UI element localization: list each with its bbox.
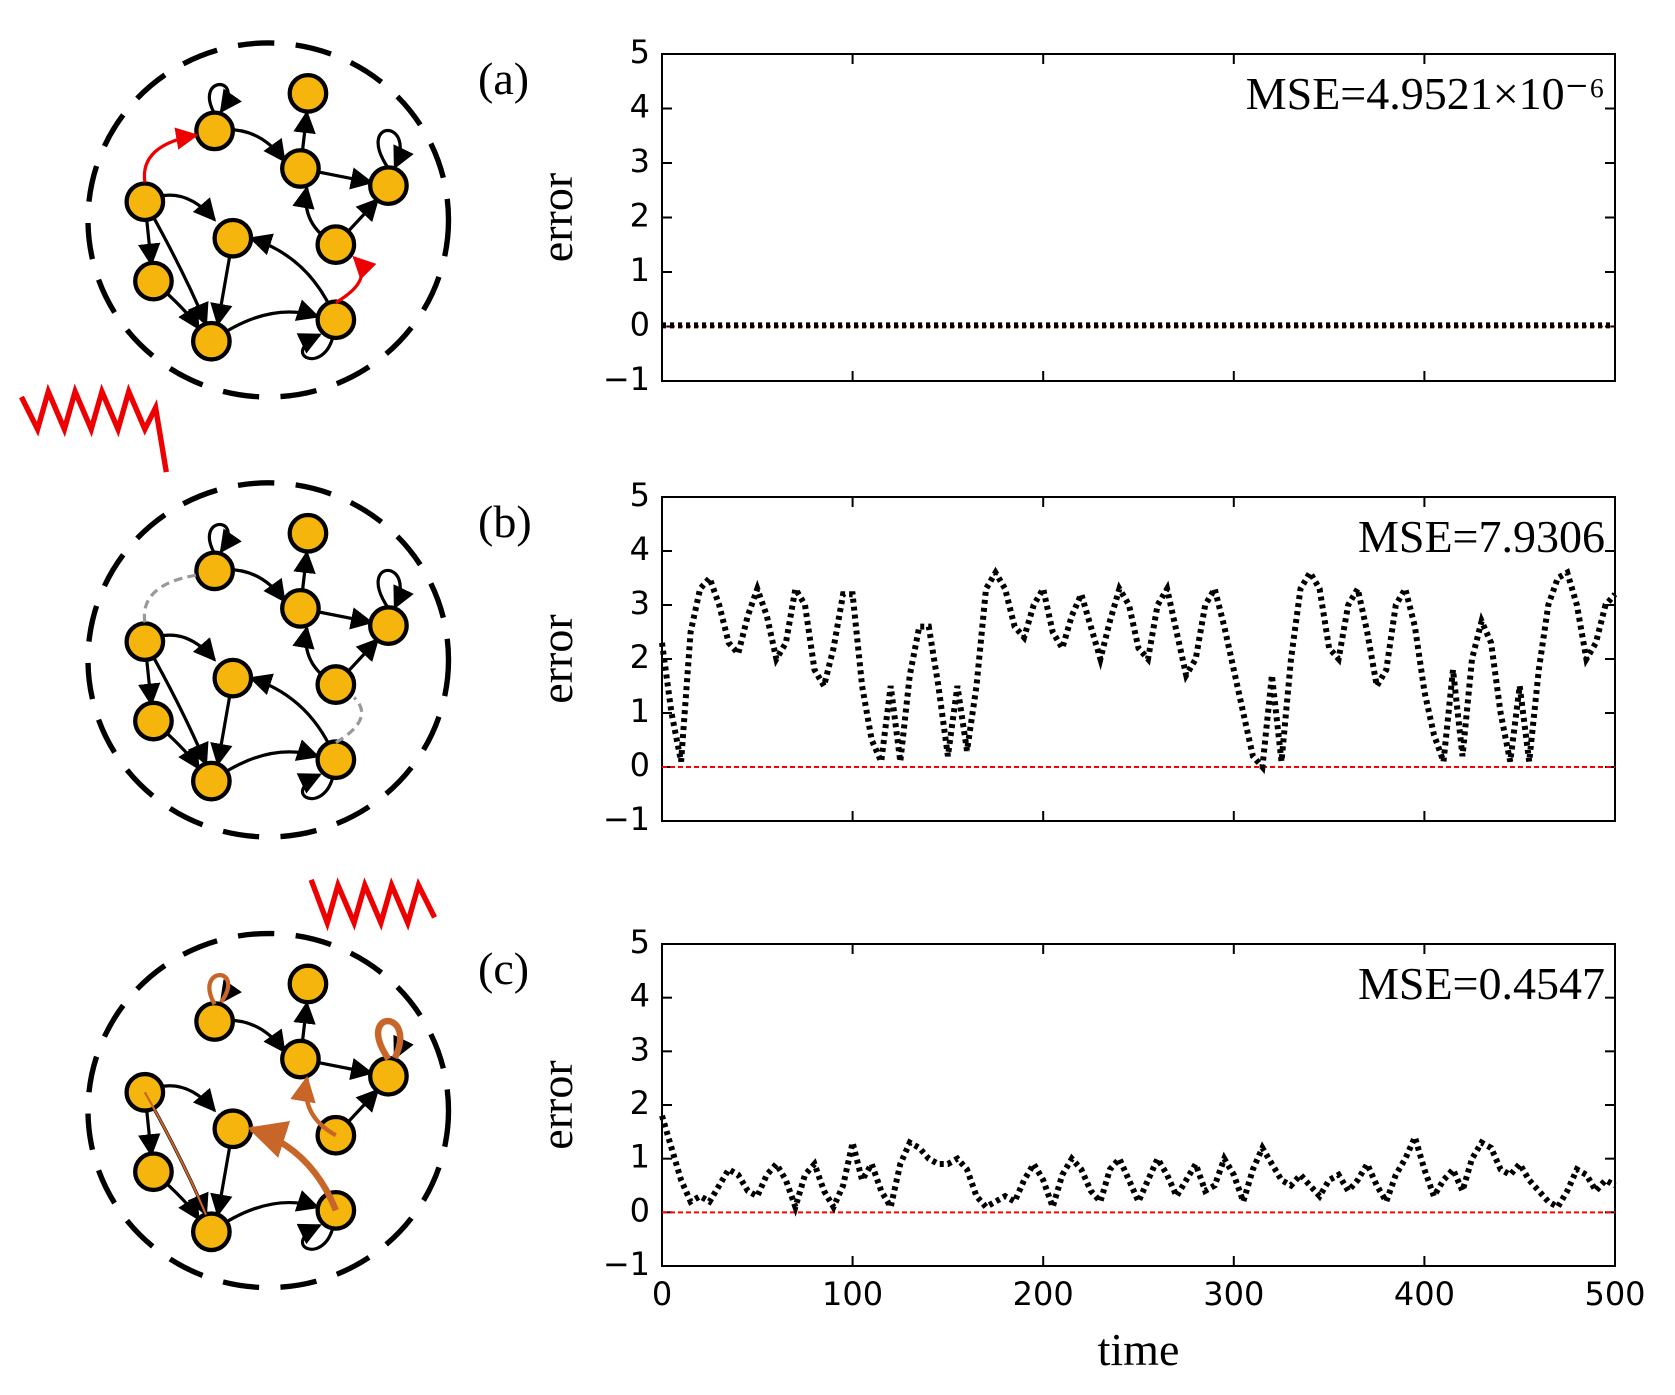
y-tick-label: 0	[630, 306, 650, 344]
gray-edge	[142, 573, 197, 623]
y-tick-label: −1	[603, 800, 650, 838]
red-edge	[142, 127, 199, 183]
noise-wave	[19, 383, 169, 473]
panel-label: (c)	[478, 943, 529, 994]
y-tick-label: 2	[630, 638, 650, 676]
x-tick-label: 0	[652, 1275, 672, 1313]
y-tick-label: 1	[630, 1138, 650, 1176]
y-tick-label: 5	[630, 476, 650, 514]
y-tick-label: 5	[630, 923, 650, 961]
y-tick-label: 1	[630, 692, 650, 730]
y-axis-label: error	[531, 614, 582, 703]
y-tick-label: 5	[630, 33, 650, 71]
gray-edge	[335, 696, 364, 744]
mse-annotation: MSE=7.9306	[1358, 511, 1605, 562]
y-tick-label: 3	[630, 142, 650, 180]
x-axis-label: time	[1098, 1324, 1180, 1375]
network-diagrams	[19, 43, 449, 1288]
x-tick-label: 500	[1584, 1275, 1645, 1313]
y-tick-label: 4	[630, 88, 650, 126]
network-c	[88, 934, 449, 1288]
adapted-edge	[247, 1121, 339, 1212]
x-tick-label: 300	[1203, 1275, 1264, 1313]
noise-wave	[308, 877, 437, 932]
error-line	[659, 1114, 1617, 1217]
network-b	[88, 483, 449, 837]
y-tick-label: 1	[630, 251, 650, 289]
mse-annotation: MSE=4.9521×10⁻⁶	[1246, 68, 1605, 119]
y-tick-label: 4	[630, 977, 650, 1015]
adapted-edge	[207, 972, 231, 1006]
y-tick-label: 0	[630, 1191, 650, 1229]
mse-annotation: MSE=0.4547	[1358, 958, 1605, 1009]
y-tick-label: 3	[630, 1030, 650, 1068]
y-tick-label: 4	[630, 530, 650, 568]
network-a	[88, 43, 449, 397]
y-tick-label: 0	[630, 746, 650, 784]
error-line	[659, 566, 1618, 775]
adapted-edge	[374, 1017, 404, 1061]
panel-label: (b)	[478, 496, 532, 547]
y-tick-label: 3	[630, 584, 650, 622]
y-tick-label: 2	[630, 197, 650, 235]
y-axis-label: error	[531, 1060, 582, 1149]
adapted-edge	[143, 1091, 208, 1216]
y-axis-label: error	[531, 173, 582, 262]
adapted-edge	[290, 1075, 337, 1138]
red-edge	[335, 255, 377, 304]
panel-label: (a)	[478, 53, 529, 104]
x-tick-label: 200	[1013, 1275, 1074, 1313]
y-tick-label: 2	[630, 1084, 650, 1122]
x-tick-label: 400	[1394, 1275, 1455, 1313]
y-tick-label: −1	[603, 1245, 650, 1283]
x-tick-label: 100	[822, 1275, 883, 1313]
y-tick-label: −1	[603, 360, 650, 398]
